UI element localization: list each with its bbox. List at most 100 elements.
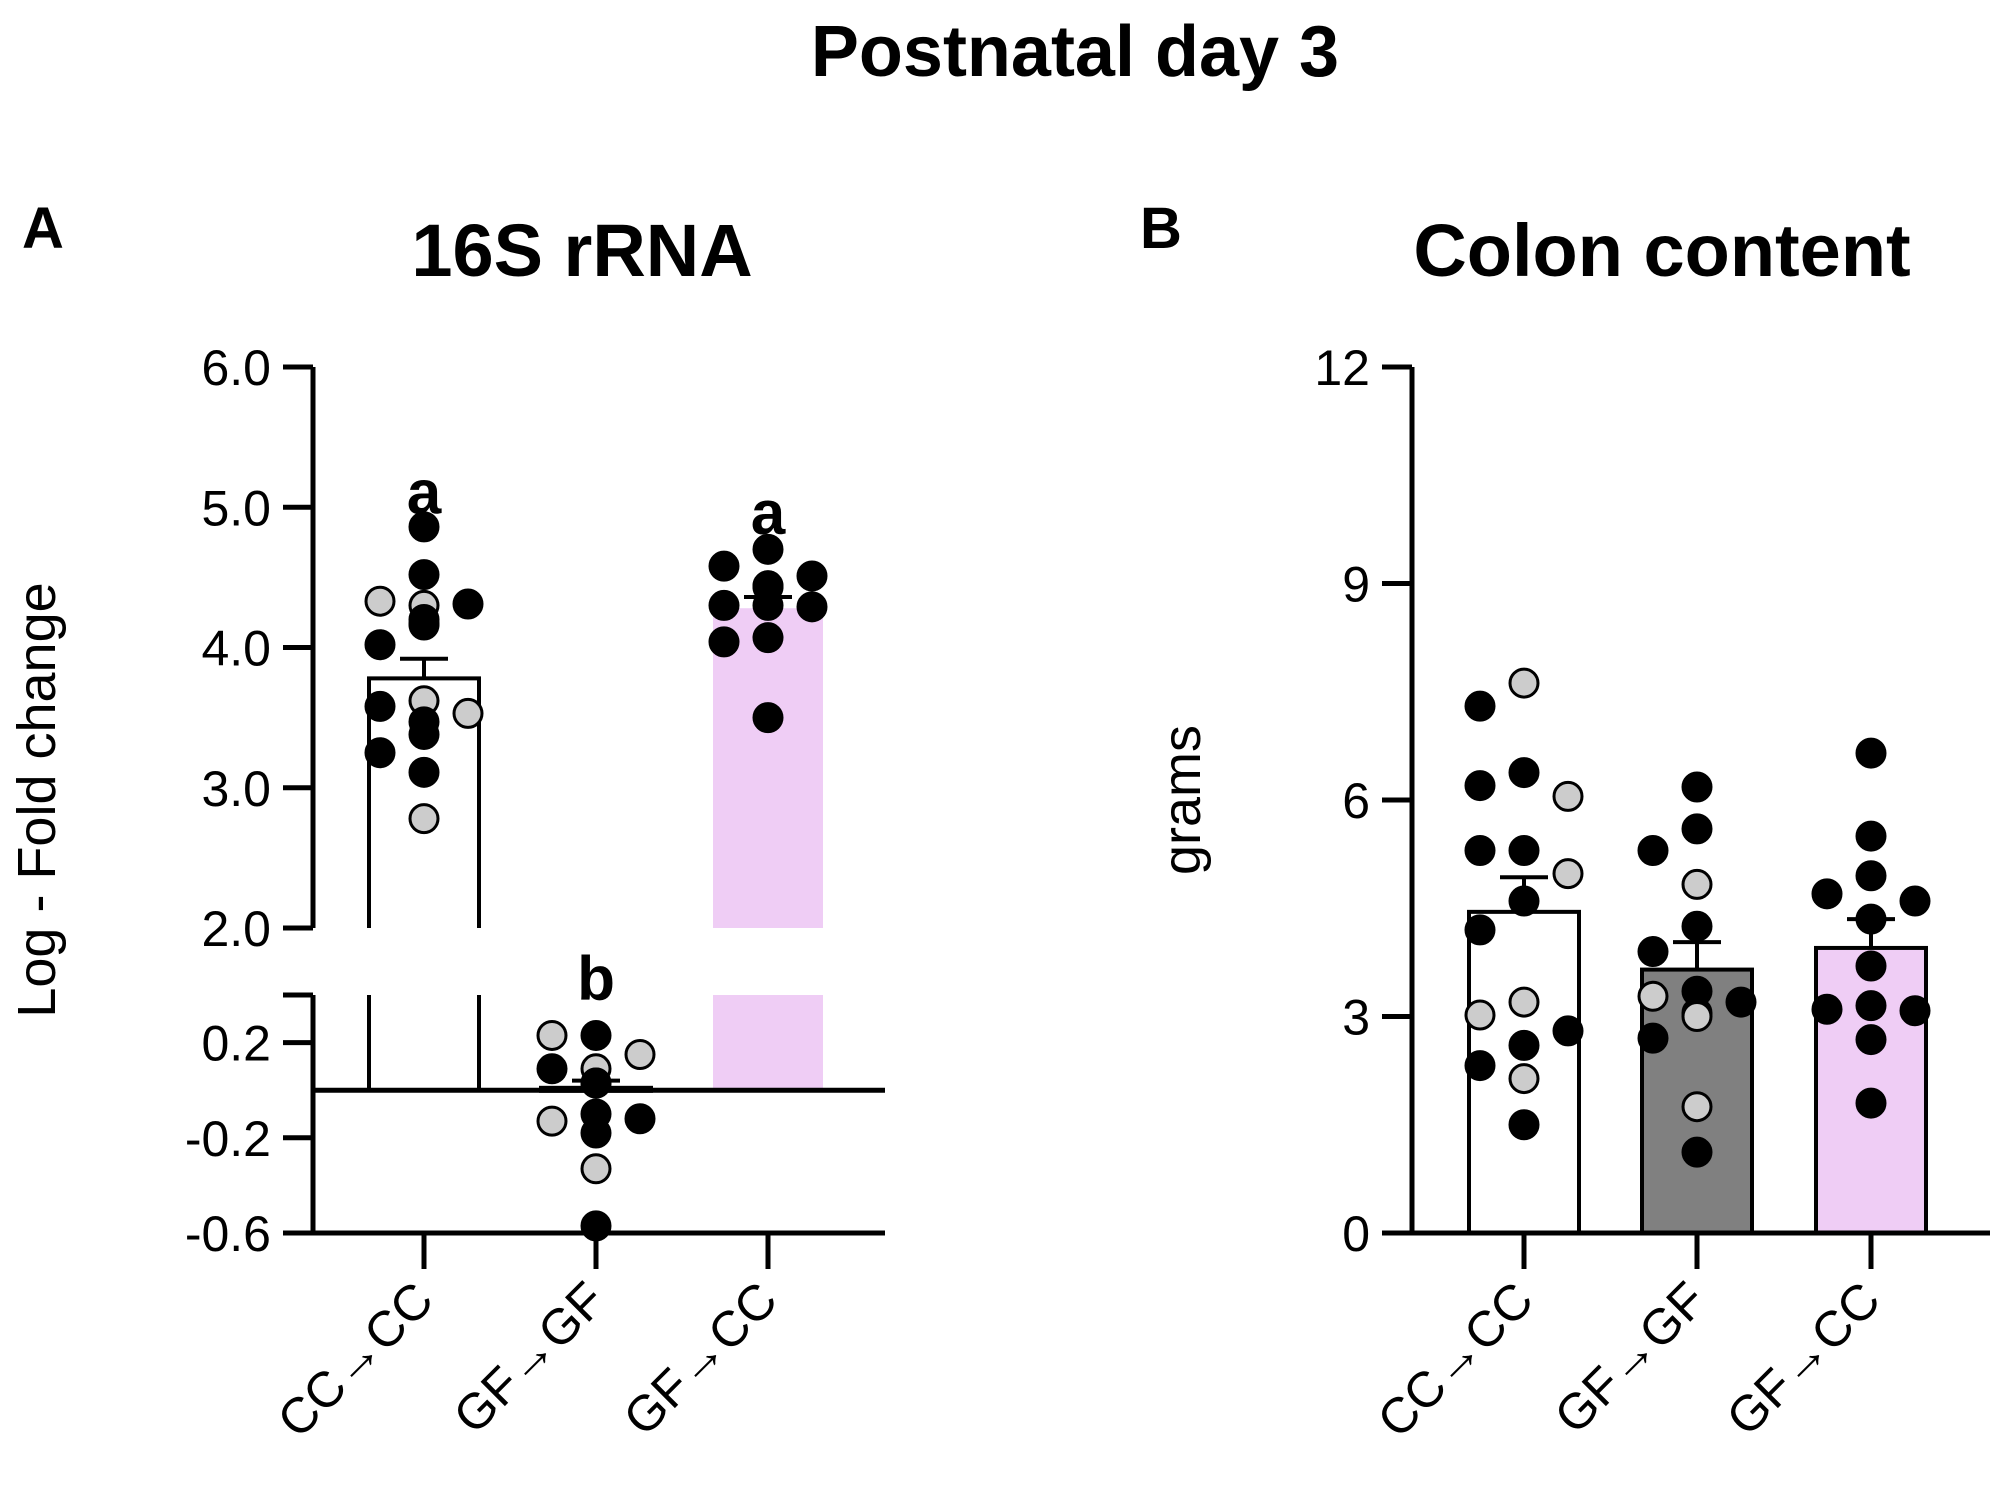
b-point-0-10 bbox=[1508, 986, 1540, 1018]
bar-a-lower-fill-0 bbox=[369, 995, 479, 1091]
a-point-2-8 bbox=[796, 591, 828, 623]
b-point-0-14 bbox=[1464, 1050, 1496, 1082]
a-point-1-10 bbox=[580, 1117, 612, 1149]
b-point-2-1 bbox=[1855, 820, 1887, 852]
b-point-0-6 bbox=[1464, 835, 1496, 867]
b-point-0-0 bbox=[1508, 667, 1540, 699]
b-point-0-13 bbox=[1508, 1029, 1540, 1061]
a-point-0-10 bbox=[364, 690, 396, 722]
b-xtick-label-0: CC→CC bbox=[1367, 1271, 1544, 1448]
a-point-2-2 bbox=[796, 560, 828, 592]
panel-a-ylabel: Log - Fold change bbox=[7, 582, 67, 1017]
ytick-label-b-4: 12 bbox=[1314, 340, 1370, 396]
b-point-2-7 bbox=[1855, 990, 1887, 1022]
a-point-2-10 bbox=[708, 626, 740, 658]
ytick-label-a-1: -0.2 bbox=[185, 1111, 271, 1167]
figure-title: Postnatal day 3 bbox=[811, 12, 1339, 92]
ytick-label-a-3: 2.0 bbox=[201, 901, 271, 957]
ytick-label-b-1: 3 bbox=[1342, 990, 1370, 1046]
ytick-label-a-6: 5.0 bbox=[201, 480, 271, 536]
a-point-2-6 bbox=[708, 589, 740, 621]
a-point-1-1 bbox=[536, 1019, 568, 1051]
b-point-1-13 bbox=[1681, 1136, 1713, 1168]
b-point-0-7 bbox=[1552, 858, 1584, 890]
a-xtick-label-2: GF→CC bbox=[613, 1271, 788, 1446]
b-point-0-12 bbox=[1552, 1015, 1584, 1047]
b-point-0-9 bbox=[1464, 914, 1496, 946]
b-point-0-11 bbox=[1464, 999, 1496, 1031]
panel-a-letter: A bbox=[22, 196, 64, 261]
b-point-0-8 bbox=[1508, 885, 1540, 917]
b-point-0-15 bbox=[1508, 1063, 1540, 1095]
ytick-label-b-0: 0 bbox=[1342, 1206, 1370, 1262]
a-point-0-1 bbox=[408, 559, 440, 591]
a-point-0-2 bbox=[364, 585, 396, 617]
ytick-label-a-5: 4.0 bbox=[201, 621, 271, 677]
b-point-0-3 bbox=[1464, 770, 1496, 802]
ytick-label-b-2: 6 bbox=[1342, 773, 1370, 829]
b-point-1-8 bbox=[1725, 986, 1757, 1018]
a-point-2-1 bbox=[708, 550, 740, 582]
b-point-2-3 bbox=[1811, 878, 1843, 910]
a-point-0-13 bbox=[408, 718, 440, 750]
b-point-1-5 bbox=[1637, 936, 1669, 968]
ytick-label-a-4: 3.0 bbox=[201, 761, 271, 817]
b-point-2-10 bbox=[1855, 1024, 1887, 1056]
significance-letter-a-0: a bbox=[407, 458, 442, 527]
a-point-2-0 bbox=[752, 533, 784, 565]
a-point-1-9 bbox=[624, 1103, 656, 1135]
bar-a-upper-fill-2 bbox=[713, 608, 823, 928]
a-point-1-0 bbox=[580, 1019, 612, 1051]
a-point-1-2 bbox=[624, 1039, 656, 1070]
a-point-1-4 bbox=[536, 1053, 568, 1085]
panel-b-ylabel: grams bbox=[1152, 725, 1212, 875]
a-point-0-7 bbox=[408, 609, 440, 641]
b-point-2-11 bbox=[1855, 1087, 1887, 1119]
b-point-1-2 bbox=[1637, 835, 1669, 867]
a-point-0-14 bbox=[364, 737, 396, 769]
panel-b-letter: B bbox=[1140, 196, 1182, 261]
b-point-1-7 bbox=[1637, 980, 1669, 1012]
a-point-0-0 bbox=[408, 511, 440, 543]
a-point-2-9 bbox=[752, 622, 784, 654]
a-point-2-7 bbox=[752, 589, 784, 621]
a-point-1-8 bbox=[536, 1105, 568, 1137]
b-xtick-label-2: GF→CC bbox=[1716, 1271, 1891, 1446]
a-point-0-8 bbox=[364, 629, 396, 661]
a-point-0-3 bbox=[452, 588, 484, 620]
a-xtick-label-1: GF→GF bbox=[443, 1271, 616, 1444]
a-point-1-6 bbox=[580, 1067, 612, 1099]
panel-a: A 16S rRNA Log - Fold change -0.6 -0.2 0.2… bbox=[7, 196, 885, 1448]
b-xtick-label-1: GF→GF bbox=[1544, 1271, 1717, 1444]
significance-letter-a-2: a bbox=[751, 479, 786, 548]
b-point-1-0 bbox=[1681, 771, 1713, 803]
b-point-2-5 bbox=[1855, 903, 1887, 935]
significance-letter-a-1: b bbox=[577, 945, 615, 1014]
a-point-2-11 bbox=[752, 702, 784, 734]
panel-b: B Colon content grams 0 3 6 9 12 CC→CC GF→GFGF… bbox=[1140, 196, 1990, 1448]
a-point-0-16 bbox=[408, 803, 440, 835]
b-point-2-6 bbox=[1855, 950, 1887, 982]
b-point-0-2 bbox=[1508, 757, 1540, 789]
b-point-2-0 bbox=[1855, 737, 1887, 769]
b-point-1-1 bbox=[1681, 813, 1713, 845]
panel-b-title: Colon content bbox=[1413, 209, 1910, 292]
ytick-label-a-7: 6.0 bbox=[201, 340, 271, 396]
b-point-2-4 bbox=[1899, 885, 1931, 917]
b-point-2-8 bbox=[1811, 993, 1843, 1025]
ytick-label-b-3: 9 bbox=[1342, 557, 1370, 613]
b-point-1-3 bbox=[1681, 868, 1713, 900]
ytick-label-a-0: -0.6 bbox=[185, 1206, 271, 1262]
bar-a-lower-fill-2 bbox=[713, 995, 823, 1091]
b-point-1-10 bbox=[1681, 1001, 1713, 1032]
panel-a-title: 16S rRNA bbox=[411, 209, 752, 292]
b-point-1-12 bbox=[1681, 1091, 1713, 1123]
b-point-0-4 bbox=[1552, 780, 1584, 812]
b-point-1-4 bbox=[1681, 910, 1713, 942]
b-point-2-9 bbox=[1899, 995, 1931, 1027]
b-point-1-11 bbox=[1637, 1022, 1669, 1054]
b-point-0-16 bbox=[1508, 1109, 1540, 1141]
b-point-0-5 bbox=[1508, 835, 1540, 867]
a-xtick-label-0: CC→CC bbox=[267, 1271, 444, 1448]
